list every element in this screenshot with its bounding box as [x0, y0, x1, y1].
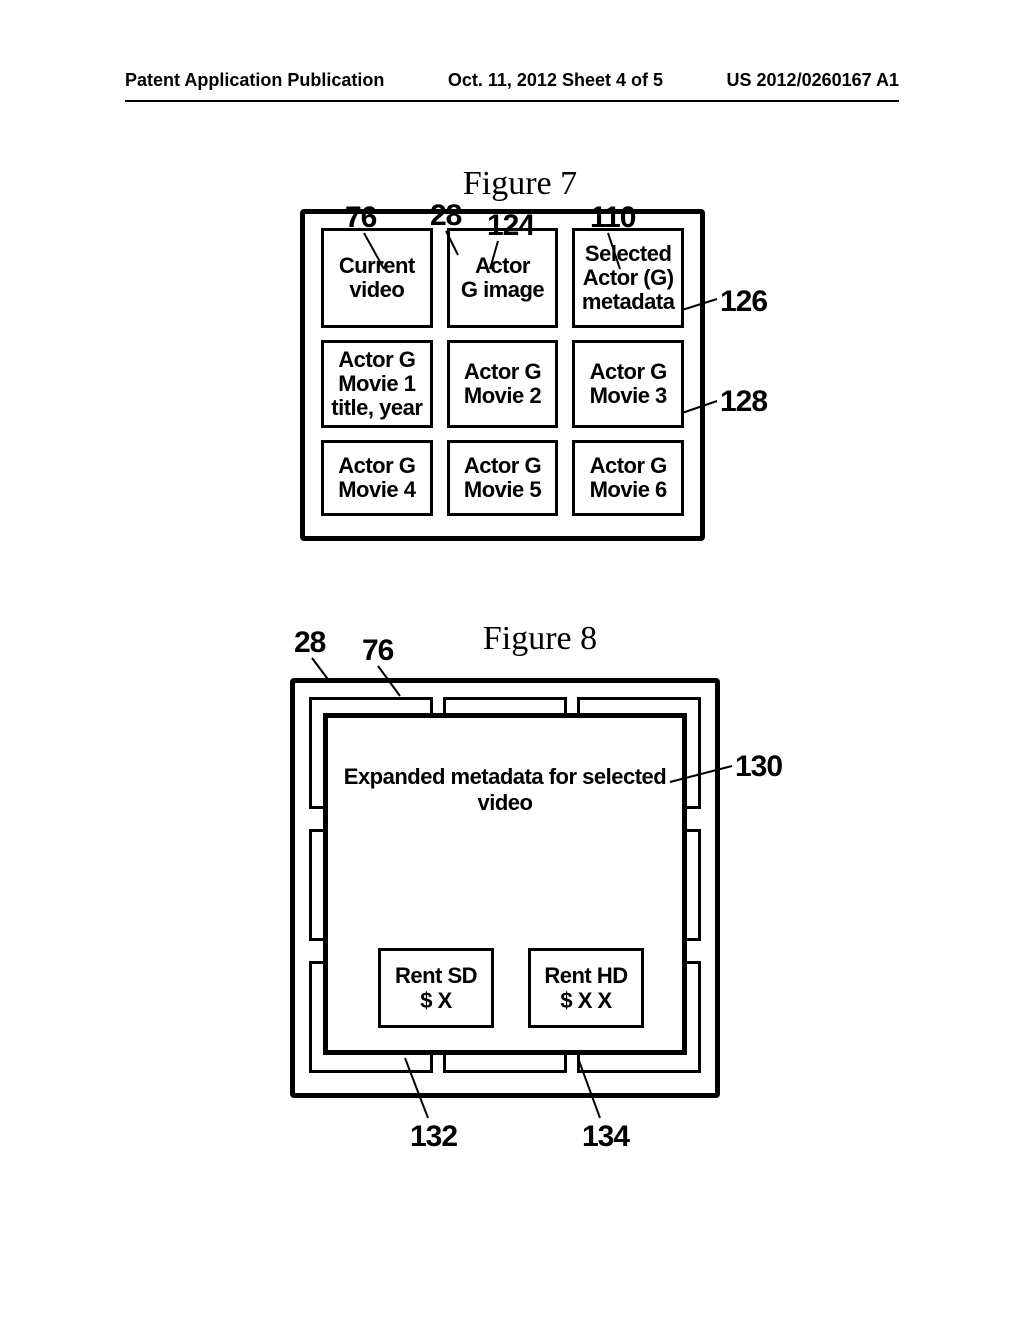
page-header: Patent Application Publication Oct. 11, …: [0, 70, 1024, 91]
header-center: Oct. 11, 2012 Sheet 4 of 5: [448, 70, 663, 91]
header-right: US 2012/0260167 A1: [727, 70, 899, 91]
header-left: Patent Application Publication: [125, 70, 384, 91]
fig7-right-leaders: [260, 165, 780, 585]
header-rule: [125, 100, 899, 102]
fig8-bottom-leaders: [260, 620, 820, 1180]
figure-7: Figure 7 76 28 124 110 Currentvideo Acto…: [260, 165, 780, 541]
figure-8: Figure 8 28 76 Expanded metadata for sel…: [260, 620, 780, 1098]
